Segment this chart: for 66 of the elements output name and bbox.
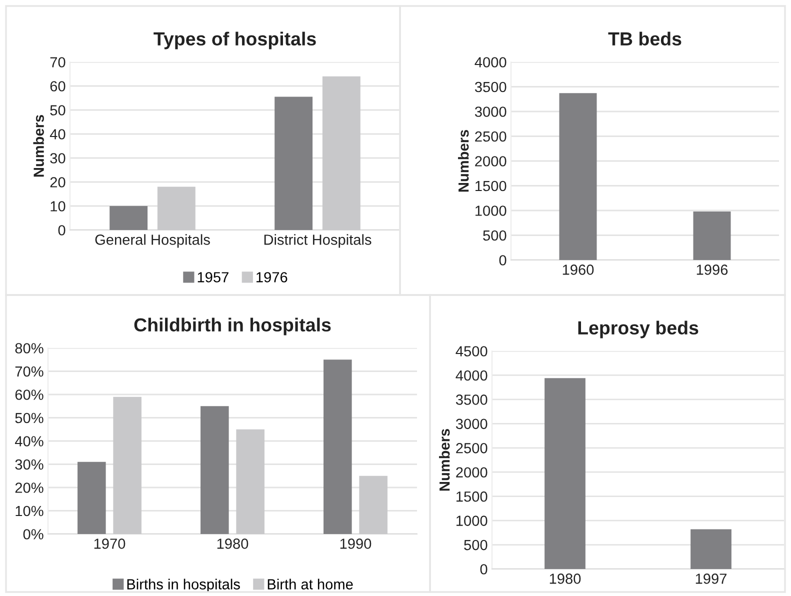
y-tick-label: 4500 <box>456 346 488 356</box>
chart-title: TB beds <box>608 32 682 46</box>
bar <box>322 76 360 230</box>
bar <box>236 429 264 534</box>
bar <box>157 186 196 230</box>
legend-label: 1976 <box>256 272 288 282</box>
y-tick-label: 1000 <box>456 516 488 526</box>
chart-title: Types of hospitals <box>154 32 316 50</box>
y-tick-label: 2500 <box>456 442 488 454</box>
y-tick-label: 0 <box>499 255 506 266</box>
y-tick-label: 500 <box>483 230 506 241</box>
y-axis-title: Numbers <box>439 428 450 491</box>
x-tick-label: 1990 <box>340 538 372 549</box>
y-tick-label: 20% <box>15 482 44 493</box>
legend-label: Birth at home <box>268 578 353 590</box>
bar <box>200 406 229 534</box>
y-tick-label: 10 <box>50 201 66 212</box>
bar <box>274 96 313 230</box>
y-tick-label: 3500 <box>474 82 506 92</box>
x-tick-label: 1960 <box>562 264 594 275</box>
bar <box>78 462 106 534</box>
y-tick-label: 4000 <box>474 57 506 68</box>
x-tick-label: 1970 <box>94 538 126 549</box>
chart-title: Childbirth in hospitals <box>134 318 331 336</box>
y-tick-label: 2000 <box>475 156 506 166</box>
bar <box>324 360 352 534</box>
x-tick-label: General Hospitals <box>95 234 210 248</box>
y-tick-label: 0% <box>23 529 44 540</box>
y-tick-label: 20 <box>50 177 66 188</box>
x-tick-label: 1997 <box>696 574 726 584</box>
y-tick-label: 70% <box>15 366 44 377</box>
y-tick-label: 4000 <box>456 370 488 381</box>
chart-title: Leprosy beds <box>578 320 698 338</box>
x-tick-label: 1980 <box>217 538 248 549</box>
y-tick-label: 1500 <box>456 491 488 502</box>
x-tick-label: 1980 <box>550 574 581 584</box>
y-tick-label: 3500 <box>456 394 488 405</box>
bar <box>113 396 142 534</box>
y-tick-label: 2000 <box>456 467 488 478</box>
y-tick-label: 40 <box>50 129 66 140</box>
bar <box>110 206 148 230</box>
y-tick-label: 500 <box>464 540 488 550</box>
y-tick-label: 80% <box>15 343 44 354</box>
y-tick-label: 2500 <box>475 131 506 142</box>
x-tick-label: 1996 <box>696 264 728 275</box>
y-tick-label: 3000 <box>474 106 506 117</box>
y-tick-label: 0 <box>58 225 66 236</box>
bar <box>359 476 388 534</box>
y-tick-label: 1000 <box>476 206 506 216</box>
legend-label: Births in hospitals <box>127 578 240 592</box>
y-tick-label: 60% <box>15 390 44 400</box>
y-tick-label: 30% <box>15 459 44 470</box>
y-axis-title: Numbers <box>33 114 44 177</box>
y-tick-label: 50% <box>15 412 44 424</box>
y-tick-label: 1500 <box>476 180 506 192</box>
y-tick-label: 30 <box>50 153 66 164</box>
y-tick-label: 3000 <box>456 418 488 430</box>
y-tick-label: 50 <box>50 105 66 116</box>
legend-label: 1957 <box>198 272 228 282</box>
y-tick-label: 70 <box>50 57 66 68</box>
y-tick-label: 10% <box>16 506 44 516</box>
y-tick-label: 40% <box>14 436 44 446</box>
y-tick-label: 0 <box>480 564 488 574</box>
x-tick-label: District Hospitals <box>264 234 372 248</box>
y-axis-title: Numbers <box>458 130 469 192</box>
y-tick-label: 60 <box>50 81 66 92</box>
